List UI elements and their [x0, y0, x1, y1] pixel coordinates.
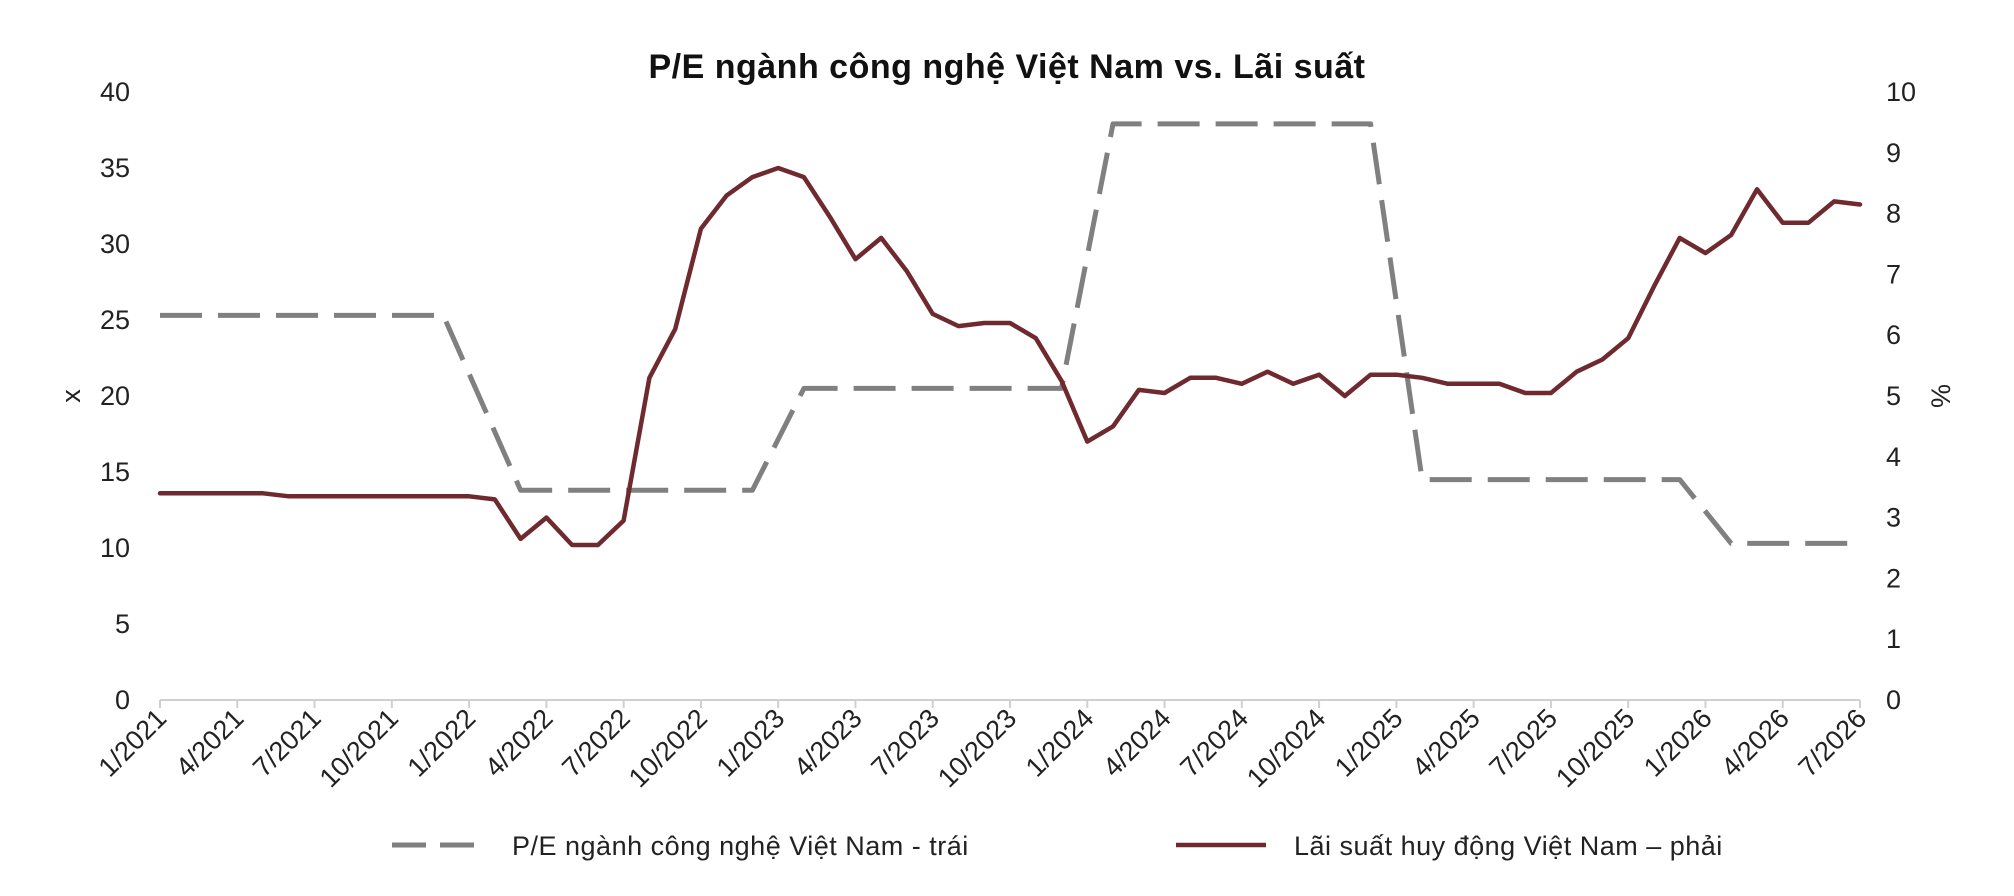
y-tick-right-label: 3 [1886, 503, 1901, 533]
x-tick-label: 4/2021 [170, 703, 250, 783]
x-tick-label: 4/2025 [1406, 703, 1486, 783]
x-tick-label: 4/2023 [788, 703, 868, 783]
x-tick-label: 1/2024 [1020, 703, 1100, 783]
x-tick-label: 4/2022 [479, 703, 559, 783]
y-axis-left-ticks: 0 5 10 15 20 25 30 35 40 [100, 77, 130, 715]
x-tick-label: 10/2022 [623, 703, 713, 793]
series-pe-line [160, 121, 1860, 546]
x-axis: 1/20214/20217/202110/20211/20224/20227/2… [93, 699, 1873, 793]
x-tick-label: 1/2026 [1638, 703, 1718, 783]
y-tick-left-label: 5 [115, 609, 130, 639]
x-tick-label: 10/2025 [1550, 703, 1640, 793]
y-tick-left-label: 20 [100, 381, 130, 411]
y-tick-left-label: 40 [100, 77, 130, 107]
y-tick-right-label: 1 [1886, 624, 1901, 654]
x-tick-label: 10/2024 [1241, 703, 1331, 793]
x-tick-label: 4/2024 [1097, 703, 1177, 783]
x-tick-label: 1/2025 [1329, 703, 1409, 783]
y-tick-left-label: 10 [100, 533, 130, 563]
x-tick-label: 10/2023 [932, 703, 1022, 793]
series-interest-rate-line [157, 165, 1863, 548]
y-tick-left-label: 30 [100, 229, 130, 259]
y-tick-right-label: 8 [1886, 199, 1901, 229]
y-tick-left-label: 0 [115, 685, 130, 715]
x-tick-label: 1/2022 [402, 703, 482, 783]
y-tick-right-label: 6 [1886, 320, 1901, 350]
x-tick-label: 7/2026 [1793, 703, 1873, 783]
x-tick-label: 1/2021 [93, 703, 173, 783]
y-axis-right-title: % [1926, 384, 1956, 408]
y-tick-right-label: 7 [1886, 259, 1901, 289]
x-tick-label: 4/2026 [1715, 703, 1795, 783]
y-tick-right-label: 2 [1886, 563, 1901, 593]
y-axis-left-title: x [56, 389, 86, 403]
y-tick-left-label: 15 [100, 457, 130, 487]
y-tick-left-label: 35 [100, 153, 130, 183]
x-tick-label: 1/2023 [711, 703, 791, 783]
y-axis-right-ticks: 0 1 2 3 4 5 6 7 8 9 10 [1886, 77, 1916, 715]
y-tick-right-label: 9 [1886, 138, 1901, 168]
legend-label: P/E ngành công nghệ Việt Nam - trái [512, 831, 969, 861]
y-tick-right-label: 5 [1886, 381, 1901, 411]
y-tick-left-label: 25 [100, 305, 130, 335]
chart-title: P/E ngành công nghệ Việt Nam vs. Lãi suấ… [648, 48, 1365, 86]
legend: P/E ngành công nghệ Việt Nam - trái Lãi s… [392, 831, 1723, 861]
legend-label: Lãi suất huy động Việt Nam – phải [1294, 831, 1723, 861]
y-tick-right-label: 0 [1886, 685, 1901, 715]
x-tick-label: 10/2021 [314, 703, 404, 793]
y-tick-right-label: 10 [1886, 77, 1916, 107]
y-tick-right-label: 4 [1886, 442, 1901, 472]
series-layer [157, 121, 1863, 548]
